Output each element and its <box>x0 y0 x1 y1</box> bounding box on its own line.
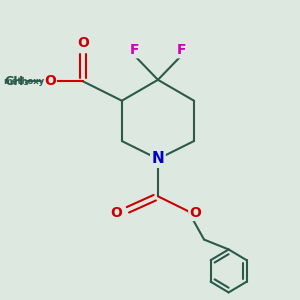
Text: F: F <box>130 43 140 57</box>
Text: methoxy: methoxy <box>3 77 44 86</box>
Text: O: O <box>111 206 123 220</box>
Text: N: N <box>152 152 164 166</box>
Text: O: O <box>190 206 201 220</box>
Text: F: F <box>176 43 186 57</box>
Text: CH₃: CH₃ <box>4 75 29 88</box>
Text: O: O <box>44 74 56 88</box>
Text: O: O <box>77 36 89 50</box>
